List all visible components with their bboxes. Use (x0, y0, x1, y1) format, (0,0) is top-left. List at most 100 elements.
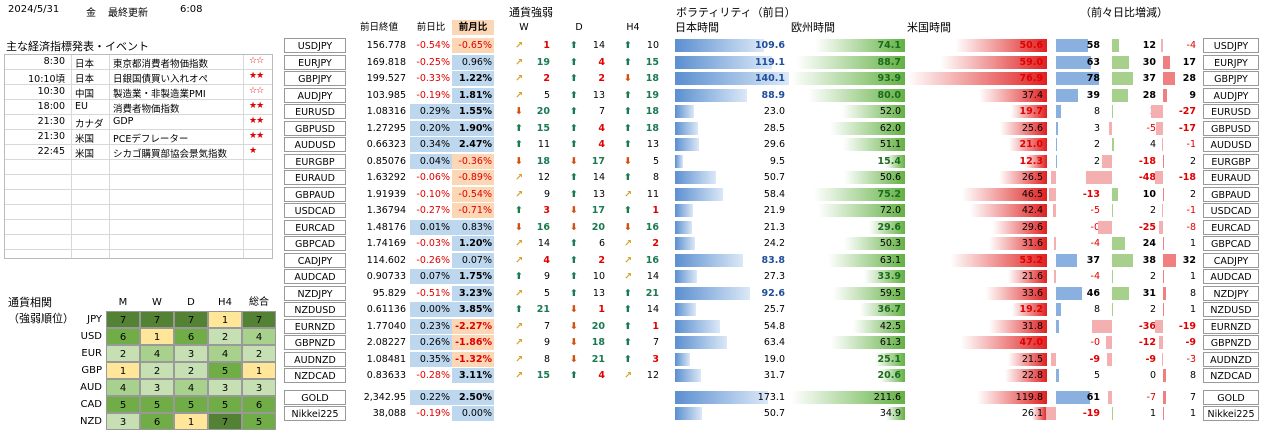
events-column-divider (243, 55, 244, 258)
strength-rank: 5 (543, 89, 550, 101)
strength-header: H4 (626, 22, 640, 33)
volatility-bar (863, 270, 905, 283)
change-bar (1056, 138, 1058, 151)
pair-label: USDCAD (1203, 203, 1259, 218)
change-bar (1112, 55, 1129, 69)
change-value: 2 (1106, 104, 1156, 119)
change-value: 2 (1149, 205, 1156, 216)
change-bar (1056, 72, 1100, 85)
volatility-bar (841, 105, 905, 118)
event-country: 日本 (75, 74, 95, 85)
volatility-bar (675, 204, 693, 217)
strength-side-arrow-icon: ↗ (515, 254, 523, 266)
session-header: 米国時間 (907, 21, 951, 34)
pair-label: EURNZD (1203, 318, 1259, 334)
event-row: 22:45 米国 シカゴ購買部協会景気指数 ★ (5, 145, 272, 160)
volatility-bar (675, 154, 683, 168)
prev-close: 0.61136 (366, 304, 406, 315)
strength-up-arrow-icon: ⬆ (570, 73, 578, 84)
change-bar (1162, 391, 1166, 404)
strength-side-arrow-icon: ↗ (515, 73, 523, 84)
strength-rank: 19 (645, 89, 659, 101)
volatility-subtitle: （前々日比増減） (1080, 6, 1168, 19)
pair-label: AUDCAD (1203, 269, 1259, 284)
matrix-header: H4 (218, 297, 232, 308)
strength-rank: 13 (592, 188, 605, 200)
prev-close: 0.90733 (366, 271, 406, 282)
strength-side-arrow-icon: ↗ (515, 40, 523, 51)
matrix-cell: 6 (242, 396, 276, 413)
strength-rank: 5 (652, 155, 659, 167)
volatility-value: 50.6 (879, 172, 901, 183)
event-row: 10:10頃 日本 日銀国債買い入れオペ ★★ (5, 70, 272, 85)
day-change: 0.34% (410, 137, 452, 152)
change-value: -5 (1090, 205, 1100, 216)
volatility-value: 74.1 (877, 40, 901, 51)
strength-up-arrow-icon: ⬆ (570, 89, 578, 101)
strength-rank: 20 (591, 221, 605, 233)
strength-up-arrow-icon: ⬆ (624, 106, 632, 117)
strength-up-arrow-icon: ⬆ (570, 254, 578, 266)
change-bar (1102, 154, 1113, 168)
strength-rank: 21 (645, 287, 659, 299)
matrix-cell: 3 (208, 379, 242, 396)
volatility-value: 34.9 (879, 408, 901, 419)
change-value: 78 (1086, 73, 1100, 84)
matrix-cell: 6 (140, 413, 174, 430)
event-name: 消費者物価指数 (113, 104, 180, 115)
strength-rank: 14 (592, 172, 605, 183)
month-change: 1.20% (452, 236, 494, 251)
change-value: 39 (1086, 89, 1100, 101)
day-change: 0.04% (410, 153, 452, 169)
month-change: 2.50% (452, 390, 494, 405)
change-value: 2 (1149, 304, 1156, 315)
strength-down-arrow-icon: ⬇ (570, 304, 578, 315)
change-value: -0 (1090, 337, 1100, 348)
volatility-value: 46.5 (1021, 188, 1043, 200)
strength-header: W (519, 22, 529, 33)
volatility-bar (675, 171, 717, 184)
event-row (5, 160, 272, 175)
change-bar (1155, 121, 1163, 135)
volatility-value: 59.5 (879, 287, 901, 299)
matrix-cell: 2 (106, 345, 140, 362)
prev-close: 95.829 (372, 287, 406, 299)
volatility-bar (675, 369, 701, 382)
pair-label: Nikkei225 (284, 406, 346, 421)
volatility-value: 42.5 (879, 320, 901, 332)
volatility-bar (907, 72, 1047, 85)
prev-close: 1.74169 (366, 238, 406, 249)
change-value: 2 (1189, 155, 1196, 167)
volatility-bar (675, 407, 703, 420)
event-time: 21:30 (37, 116, 65, 127)
strength-up-arrow-icon: ⬆ (515, 139, 523, 150)
strength-rank: 15 (645, 56, 659, 68)
strength-side-arrow-icon: ↗ (515, 337, 523, 348)
volatility-value: 63.4 (763, 337, 785, 348)
volatility-bar (978, 88, 1047, 102)
matrix-cell: 6 (174, 328, 208, 345)
volatility-value: 36.7 (877, 304, 901, 315)
event-row: 8:30 日本 東京都消費者物価指数 ☆☆ (5, 55, 272, 70)
volatility-bar (675, 138, 700, 151)
strength-rank: 4 (598, 122, 605, 134)
change-value: 2 (1093, 139, 1100, 150)
change-value: 4 (1149, 139, 1156, 150)
pair-label: GBPJPY (284, 71, 346, 86)
volatility-value: 83.8 (761, 254, 785, 266)
day-change: -0.19% (410, 87, 452, 103)
volatility-value: 173.1 (757, 392, 785, 403)
update-label: 最終更新 (108, 8, 148, 19)
event-row: 21:30 カナダ GDP ★★ (5, 115, 272, 130)
strength-down-arrow-icon: ⬇ (624, 73, 632, 84)
day-change: -0.51% (410, 285, 452, 301)
strength-rank: 12 (537, 172, 550, 183)
strength-rank: 4 (543, 254, 550, 266)
volatility-bar (860, 303, 905, 316)
volatility-bar (998, 171, 1047, 184)
strength-up-arrow-icon: ⬆ (570, 106, 578, 117)
pair-label: GBPAUD (284, 186, 346, 202)
strength-up-arrow-icon: ⬆ (624, 287, 632, 299)
strength-rank: 16 (645, 254, 659, 266)
strength-rank: 11 (537, 139, 550, 150)
